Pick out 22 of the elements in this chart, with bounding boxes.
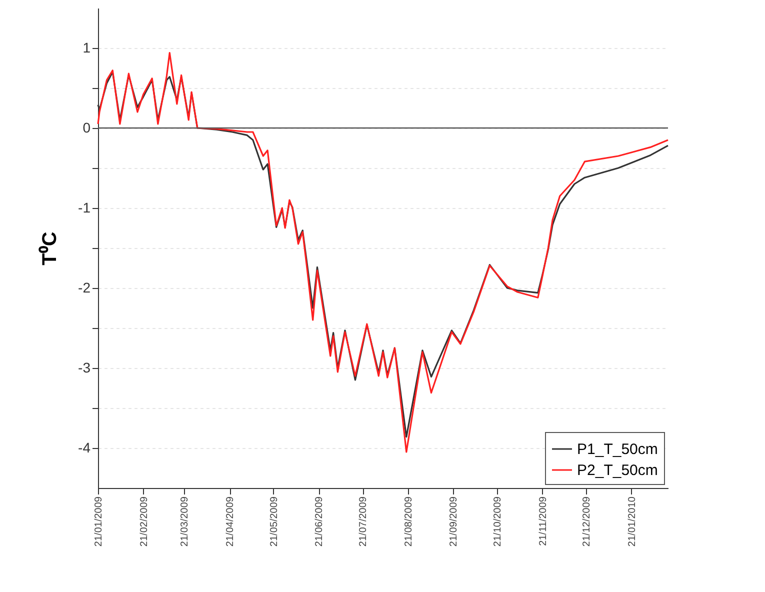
x-tick-label: 21/04/2009	[225, 496, 236, 547]
x-tick-label: 21/02/2009	[138, 496, 150, 547]
x-tick-label: 21/03/2009	[180, 496, 191, 547]
y-tick-label: -4	[78, 440, 91, 456]
x-tick-label: 21/05/2009	[268, 496, 280, 547]
x-tick-label: 21/09/2009	[448, 496, 460, 547]
y-tick-label: -3	[78, 360, 91, 376]
y-axis-title: T⁰C	[38, 232, 62, 266]
y-tick-label: -1	[78, 200, 91, 216]
y-tick-label: -2	[78, 280, 91, 296]
x-tick-label: 21/10/2009	[492, 496, 504, 547]
x-tick-label: 21/06/2009	[314, 496, 326, 547]
x-tick-label: 21/07/2009	[358, 496, 370, 547]
legend-label: P2_T_50cm	[577, 462, 658, 479]
legend-label: P1_T_50cm	[577, 441, 658, 458]
y-tick-label: 1	[82, 40, 91, 56]
x-tick-label: 21/01/2009	[94, 496, 104, 547]
x-tick-label: 21/08/2009	[403, 496, 414, 547]
y-tick-label: 0	[82, 120, 91, 136]
x-tick-label: 21/12/2009	[582, 496, 593, 547]
x-tick-label: 21/01/2010	[626, 496, 638, 547]
x-tick-label: 21/11/2009	[538, 496, 549, 546]
